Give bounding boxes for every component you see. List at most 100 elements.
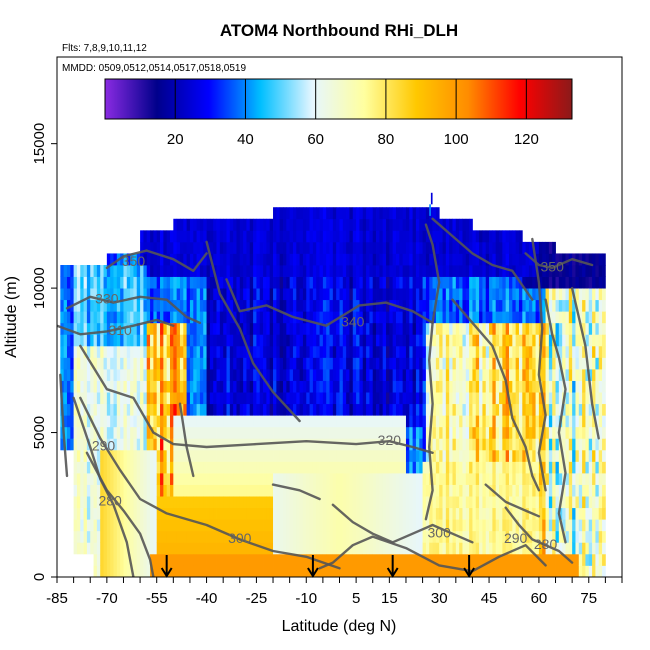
heatmap-cell bbox=[588, 473, 593, 485]
heatmap-cell bbox=[253, 253, 257, 266]
heatmap-cell bbox=[376, 241, 380, 254]
heatmap-cell bbox=[555, 380, 560, 393]
heatmap-cell bbox=[565, 519, 570, 532]
heatmap-cell bbox=[475, 438, 480, 451]
heatmap-cell bbox=[376, 265, 380, 277]
heatmap-cell bbox=[472, 357, 477, 370]
heatmap-cell bbox=[226, 288, 231, 301]
heatmap-cell bbox=[150, 403, 154, 416]
heatmap-cell bbox=[339, 241, 344, 254]
heatmap-cell bbox=[296, 553, 301, 566]
heatmap-cell bbox=[455, 322, 460, 335]
heatmap-cell bbox=[409, 415, 414, 428]
heatmap-cell bbox=[369, 380, 374, 393]
heatmap-cell bbox=[173, 484, 178, 497]
heatmap-cell bbox=[485, 322, 490, 335]
heatmap-cell bbox=[76, 311, 81, 324]
heatmap-cell bbox=[110, 461, 114, 474]
heatmap-cell bbox=[296, 565, 301, 577]
heatmap-cell bbox=[435, 542, 440, 555]
heatmap-cell bbox=[518, 565, 523, 577]
heatmap-cell bbox=[465, 380, 470, 393]
heatmap-cell bbox=[140, 519, 144, 532]
heatmap-cell bbox=[545, 449, 550, 462]
heatmap-cell bbox=[110, 288, 114, 301]
heatmap-cell bbox=[409, 345, 414, 358]
heatmap-cell bbox=[326, 438, 330, 451]
heatmap-cell bbox=[462, 299, 467, 312]
heatmap-cell bbox=[63, 265, 68, 277]
heatmap-cell bbox=[376, 288, 380, 301]
heatmap-cell bbox=[489, 276, 493, 289]
heatmap-cell bbox=[396, 496, 400, 509]
heatmap-cell bbox=[359, 392, 364, 405]
heatmap-cell bbox=[226, 299, 231, 312]
heatmap-cell bbox=[339, 334, 344, 347]
heatmap-cell bbox=[276, 369, 281, 381]
heatmap-cell bbox=[233, 288, 237, 301]
heatmap-cell bbox=[592, 299, 596, 312]
heatmap-cell bbox=[425, 357, 430, 370]
heatmap-cell bbox=[166, 438, 171, 451]
heatmap-cell bbox=[93, 322, 98, 335]
heatmap-cell bbox=[136, 276, 141, 289]
heatmap-cell bbox=[189, 484, 194, 497]
heatmap-cell bbox=[522, 311, 527, 324]
heatmap-cell bbox=[555, 288, 560, 301]
heatmap-cell bbox=[63, 380, 68, 393]
heatmap-cell bbox=[412, 530, 417, 543]
heatmap-cell bbox=[435, 553, 440, 566]
heatmap-cell bbox=[289, 207, 294, 220]
heatmap-cell bbox=[289, 230, 294, 243]
heatmap-cell bbox=[449, 565, 453, 577]
heatmap-cell bbox=[150, 438, 154, 451]
heatmap-cell bbox=[176, 357, 181, 370]
heatmap-cell bbox=[256, 484, 261, 497]
heatmap-cell bbox=[442, 265, 447, 277]
heatmap-cell bbox=[346, 484, 350, 497]
heatmap-cell bbox=[558, 542, 563, 555]
heatmap-cell bbox=[76, 415, 81, 428]
heatmap-cell bbox=[425, 369, 430, 381]
heatmap-cell bbox=[116, 438, 121, 451]
heatmap-cell bbox=[389, 519, 394, 532]
heatmap-cell bbox=[186, 565, 191, 577]
heatmap-cell bbox=[259, 507, 264, 520]
heatmap-cell bbox=[352, 288, 357, 301]
heatmap-cell bbox=[392, 553, 397, 566]
heatmap-cell bbox=[396, 241, 400, 254]
heatmap-cell bbox=[342, 473, 347, 485]
heatmap-cell bbox=[296, 369, 301, 381]
heatmap-cell bbox=[193, 334, 197, 347]
heatmap-cell bbox=[203, 218, 207, 231]
heatmap-cell bbox=[153, 553, 158, 566]
heatmap-cell bbox=[479, 484, 483, 497]
heatmap-cell bbox=[259, 230, 264, 243]
heatmap-cell bbox=[309, 357, 314, 370]
heatmap-cell bbox=[342, 334, 347, 347]
heatmap-cell bbox=[110, 276, 114, 289]
heatmap-cell bbox=[113, 542, 118, 555]
heatmap-cell bbox=[346, 380, 350, 393]
heatmap-cell bbox=[170, 565, 174, 577]
heatmap-cell bbox=[302, 461, 307, 474]
heatmap-cell bbox=[405, 415, 410, 428]
heatmap-cell bbox=[349, 461, 354, 474]
heatmap-cell bbox=[259, 311, 264, 324]
heatmap-cell bbox=[402, 241, 407, 254]
heatmap-cell bbox=[226, 392, 231, 405]
heatmap-cell bbox=[63, 345, 68, 358]
heatmap-cell bbox=[312, 265, 317, 277]
heatmap-cell bbox=[489, 507, 493, 520]
heatmap-cell bbox=[525, 519, 530, 532]
heatmap-cell bbox=[253, 334, 257, 347]
heatmap-cell bbox=[352, 253, 357, 266]
heatmap-cell bbox=[379, 415, 384, 428]
heatmap-cell bbox=[199, 299, 204, 312]
heatmap-cell bbox=[299, 415, 304, 428]
heatmap-cell bbox=[316, 542, 320, 555]
heatmap-cell bbox=[273, 415, 277, 428]
heatmap-cell bbox=[419, 345, 423, 358]
heatmap-cell bbox=[63, 299, 68, 312]
colorbar-tick-label: 40 bbox=[237, 131, 254, 148]
